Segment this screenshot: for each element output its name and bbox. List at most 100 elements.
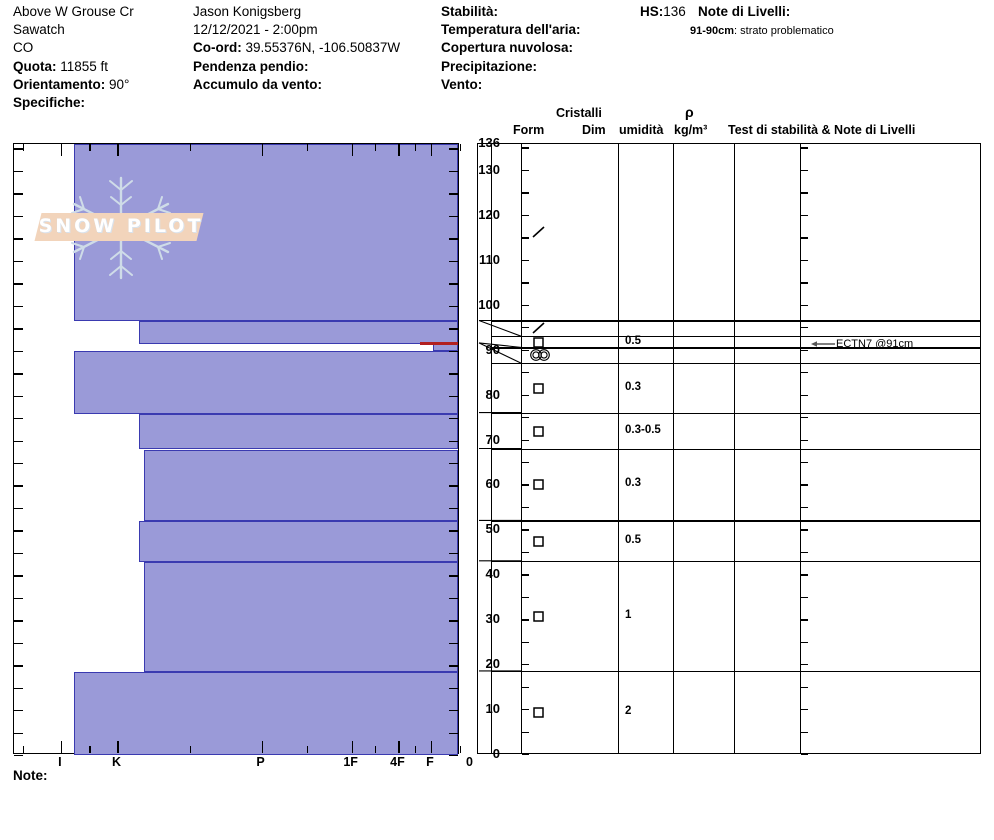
weak-layer-marker <box>420 341 458 345</box>
chart-tick-left <box>14 687 23 689</box>
table-row-divider <box>491 412 981 414</box>
table-column-headers: Cristalli Form Dim umidità ρ kg/m³ Test … <box>477 104 987 143</box>
hardness-label-4F: 4F <box>390 755 405 769</box>
test-column-tick <box>801 619 808 621</box>
chart-tick-left <box>14 575 23 577</box>
depth-label-40: 40 <box>485 566 500 582</box>
crystal-form-cell <box>529 608 551 629</box>
location-row-4: Orientamento: 90° <box>13 76 134 94</box>
grain-size-cell: 0.3 <box>625 477 641 490</box>
test-column-tick <box>801 417 808 419</box>
hardness-tick-top <box>189 144 191 151</box>
hardness-tick-top <box>414 144 417 151</box>
hardness-tick-top <box>22 144 25 151</box>
chart-tick-left <box>14 552 23 555</box>
depth-label-100: 100 <box>478 296 500 312</box>
hardness-bar <box>139 321 458 344</box>
depth-label-60: 60 <box>485 476 500 492</box>
test-column-tick <box>801 709 808 711</box>
hardness-label-K: K <box>111 755 121 769</box>
crystal-form-cell <box>529 533 551 554</box>
chart-tick-right <box>449 215 458 218</box>
form-column-tick <box>522 709 529 711</box>
conditions-label-1: Temperatura dell'aria: <box>441 22 581 38</box>
hardness-tick-top <box>306 144 308 151</box>
hardness-bar <box>143 449 458 522</box>
chart-tick-left <box>14 485 23 487</box>
location-label-3: Quota: <box>13 58 57 74</box>
chart-tick-left <box>14 238 23 240</box>
chart-tick-left <box>14 597 23 600</box>
grain-size-cell: 0.5 <box>625 334 641 347</box>
location-row-1: Sawatch <box>13 22 65 38</box>
observer-label-3: Pendenza pendio: <box>193 58 309 74</box>
form-column-tick <box>522 619 529 621</box>
stability-test-annotation: ECTN7 @91cm <box>810 338 913 352</box>
hardness-tick-bottom <box>22 746 25 753</box>
col-header-rho-unit: kg/m³ <box>674 123 708 137</box>
form-column-tick <box>522 147 529 149</box>
hardness-tick-top <box>261 144 263 156</box>
chart-tick-left <box>14 260 23 263</box>
faceted-crystals-icon <box>533 425 544 437</box>
chart-tick-left <box>14 373 23 375</box>
location-label-4: Orientamento: <box>13 76 106 92</box>
test-column-tick <box>801 192 808 194</box>
grain-size-cell: 0.5 <box>625 533 641 546</box>
form-column-tick <box>522 349 529 351</box>
conditions-label-4: Vento: <box>441 76 483 92</box>
conditions-label-3: Precipitazione: <box>441 58 538 74</box>
chart-tick-right <box>449 440 458 442</box>
test-column-tick <box>801 551 808 554</box>
faceted-crystals-icon <box>533 707 544 719</box>
form-column-tick <box>522 529 529 531</box>
col-header-form: Form <box>513 123 545 137</box>
test-column-tick <box>801 596 808 599</box>
crystal-form-cell <box>529 224 551 245</box>
observer-label-4: Accumulo da vento: <box>193 76 323 92</box>
hardness-tick-bottom <box>261 741 263 753</box>
faceted-crystals-icon <box>533 479 544 491</box>
conditions-row-0: Stabilità: <box>441 3 581 21</box>
col-header-cristalli: Cristalli <box>556 106 602 120</box>
test-column-tick <box>801 461 808 464</box>
grain-size-cell: 1 <box>625 608 632 621</box>
test-column-tick <box>801 506 808 509</box>
form-column-tick <box>522 304 529 307</box>
hardness-bar <box>143 561 458 672</box>
form-column-tick <box>522 417 529 419</box>
location-value-4: 90° <box>105 76 130 92</box>
hardness-bar <box>433 343 458 351</box>
test-column-tick <box>801 259 808 262</box>
hardness-tick-top <box>460 144 462 151</box>
crystal-form-cell <box>529 476 551 497</box>
chart-tick-left <box>14 418 23 420</box>
hardness-tick-bottom <box>414 746 417 753</box>
hardness-tick-bottom <box>117 741 119 753</box>
hardness-label-F: F <box>426 755 434 769</box>
location-row-3: Quota: 11855 ft <box>13 58 134 76</box>
hardness-bar <box>139 413 458 450</box>
chart-tick-left <box>14 328 23 330</box>
crystal-form-cell <box>529 423 551 444</box>
table-row-divider <box>491 670 981 673</box>
col-header-rho: ρ <box>685 104 694 120</box>
chart-tick-right <box>449 462 458 465</box>
form-column-tick <box>522 551 529 554</box>
test-column-tick <box>801 686 808 688</box>
chart-tick-right <box>449 373 458 375</box>
faceted-crystals-icon <box>533 383 544 394</box>
test-column-tick <box>801 327 808 329</box>
col-header-tests: Test di stabilità & Note di Livelli <box>728 123 916 137</box>
chart-tick-right <box>449 260 458 263</box>
test-column-tick <box>801 439 808 441</box>
faceted-crystals-icon <box>533 337 544 348</box>
form-column-tick <box>522 169 529 172</box>
chart-tick-left <box>14 215 23 218</box>
form-column-tick <box>522 461 529 464</box>
observer-row-0: Jason Konigsberg <box>193 4 302 19</box>
hardness-tick-top <box>117 144 119 156</box>
test-column-tick <box>801 214 808 217</box>
chart-tick-left <box>14 193 23 195</box>
layer-note-range: 91-90cm <box>690 25 735 37</box>
